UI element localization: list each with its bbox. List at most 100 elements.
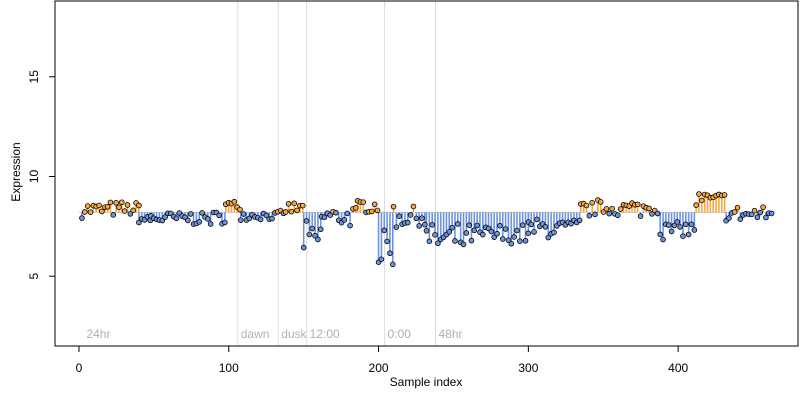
data-point — [173, 215, 180, 222]
data-point — [685, 231, 692, 238]
data-point — [519, 222, 526, 228]
data-point — [410, 203, 417, 210]
y-axis-label: Expression — [9, 142, 23, 201]
data-point — [162, 214, 168, 220]
data-point — [435, 240, 441, 247]
data-point — [387, 250, 393, 257]
data-point — [603, 206, 610, 212]
data-point — [136, 202, 142, 209]
data-point — [674, 219, 681, 225]
data-point — [369, 208, 375, 215]
data-point — [321, 214, 328, 221]
data-point — [609, 205, 615, 212]
data-point — [589, 199, 595, 206]
data-point — [419, 215, 425, 221]
data-point — [196, 219, 203, 225]
data-point — [240, 211, 247, 217]
data-point — [514, 227, 520, 234]
data-point — [127, 211, 134, 217]
data-point — [511, 234, 517, 240]
data-point — [737, 216, 744, 222]
data-point — [263, 212, 270, 219]
data-point — [668, 228, 675, 235]
data-point — [426, 238, 433, 245]
data-point — [216, 212, 222, 219]
data-point — [446, 229, 453, 235]
data-point — [488, 228, 495, 235]
data-point — [432, 231, 438, 238]
data-point — [96, 202, 102, 209]
y-tick-label: 10 — [27, 169, 41, 183]
data-point — [393, 224, 400, 230]
data-point — [124, 202, 131, 208]
data-point — [390, 203, 397, 210]
data-point — [693, 202, 699, 208]
data-point — [463, 230, 470, 236]
data-point — [352, 205, 359, 211]
data-point — [455, 221, 461, 227]
data-point — [522, 237, 529, 244]
time-annotation-label: 48hr — [438, 327, 462, 341]
data-point — [315, 236, 321, 243]
data-point — [757, 209, 764, 216]
data-point — [113, 199, 119, 206]
data-point — [257, 216, 264, 223]
data-point — [104, 203, 111, 210]
data-point — [429, 222, 435, 228]
data-point — [497, 222, 503, 229]
data-point — [384, 238, 390, 245]
data-point — [768, 210, 775, 217]
data-point — [199, 210, 205, 216]
data-point — [696, 191, 702, 197]
data-point — [79, 215, 85, 221]
data-point — [309, 225, 316, 232]
data-point — [525, 230, 532, 237]
data-point — [237, 217, 244, 223]
data-point — [360, 199, 367, 205]
data-point — [677, 224, 683, 230]
data-point — [699, 197, 705, 204]
data-point — [282, 209, 289, 215]
data-point — [531, 229, 537, 235]
data-point — [371, 201, 378, 208]
data-point — [660, 236, 666, 243]
data-point — [374, 207, 381, 214]
data-point — [499, 236, 506, 242]
data-point — [763, 214, 769, 221]
data-point — [545, 234, 552, 241]
x-axis: 0 100 200 300 400 — [76, 345, 688, 375]
data-point — [688, 221, 695, 228]
data-point — [502, 226, 509, 232]
data-point — [207, 221, 214, 227]
data-point — [517, 238, 523, 244]
data-point — [299, 202, 306, 209]
data-point — [614, 212, 621, 219]
data-point — [246, 215, 253, 222]
data-point — [344, 210, 351, 217]
x-axis-label: Sample index — [390, 375, 463, 389]
annotations-layer: 24hr dawn dusk 12:00 0:00 48hr — [86, 327, 462, 341]
data-point — [237, 206, 243, 213]
data-point — [407, 212, 414, 218]
data-point — [294, 207, 300, 214]
data-point — [269, 215, 275, 222]
y-tick-label: 15 — [27, 70, 41, 84]
data-point — [416, 223, 422, 229]
data-point — [82, 209, 88, 215]
data-point — [378, 256, 385, 263]
data-point — [576, 217, 583, 224]
data-point — [474, 222, 480, 229]
data-point — [460, 241, 467, 248]
data-point — [187, 211, 194, 217]
x-tick-label: 0 — [76, 361, 83, 375]
data-point — [534, 216, 540, 223]
data-point — [471, 227, 478, 234]
data-point — [347, 222, 353, 229]
data-point — [586, 212, 593, 219]
data-point — [130, 207, 136, 214]
data-point — [449, 224, 455, 231]
data-point — [731, 209, 738, 215]
data-point — [691, 227, 698, 233]
